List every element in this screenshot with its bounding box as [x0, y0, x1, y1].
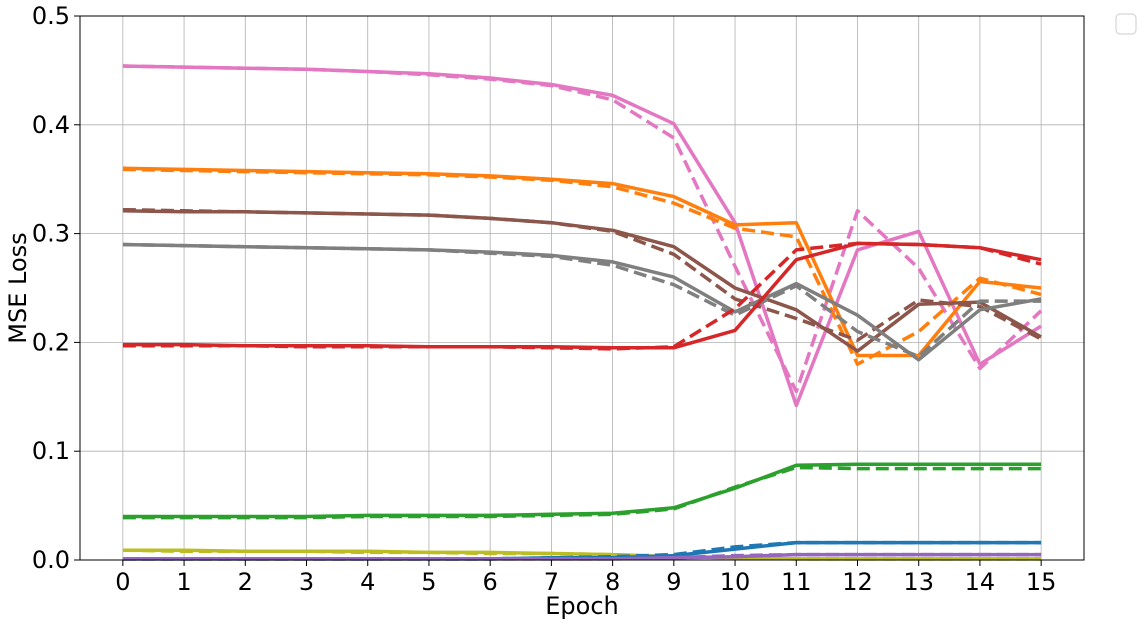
y-axis: 0.0 0.1 0.2 0.3 0.4 0.5 — [32, 2, 80, 574]
series-line-3 — [122, 167, 1042, 366]
series-line-1 — [122, 64, 1043, 394]
x-axis-label: Epoch — [545, 592, 619, 620]
x-tick-label: 13 — [903, 568, 934, 596]
x-tick-label: 6 — [483, 568, 498, 596]
series-line-11 — [122, 465, 1042, 520]
x-tick-label: 3 — [299, 568, 314, 596]
series-line-17 — [122, 552, 1042, 561]
series-line-5 — [122, 207, 1042, 342]
plot-background — [80, 16, 1084, 560]
x-tick-label: 5 — [421, 568, 436, 596]
x-tick-label: 7 — [544, 568, 559, 596]
x-tick-label: 8 — [605, 568, 620, 596]
x-tick-label: 15 — [1026, 568, 1057, 596]
x-tick-label: 0 — [115, 568, 130, 596]
y-tick-label: 0.0 — [32, 546, 70, 574]
y-axis-label: MSE Loss — [4, 232, 32, 343]
y-tick-label: 0.2 — [32, 328, 70, 356]
legend-box — [1115, 13, 1137, 35]
x-tick-label: 1 — [176, 568, 191, 596]
x-tick-label: 9 — [666, 568, 681, 596]
x-tick-label: 12 — [842, 568, 873, 596]
x-tick-label: 10 — [720, 568, 751, 596]
series-group — [122, 64, 1043, 561]
x-tick-label: 4 — [360, 568, 375, 596]
series-line-13 — [122, 548, 1042, 561]
x-axis: 0 1 2 3 4 5 6 7 8 9 10 11 12 13 14 15 — [115, 560, 1056, 596]
y-tick-label: 0.3 — [32, 220, 70, 248]
y-tick-label: 0.4 — [32, 111, 70, 139]
x-tick-label: 14 — [965, 568, 996, 596]
series-line-9 — [122, 241, 1042, 351]
x-tick-label: 11 — [781, 568, 812, 596]
x-tick-label: 2 — [238, 568, 253, 596]
y-tick-label: 0.5 — [32, 2, 70, 30]
plot-frame — [79, 15, 1085, 561]
series-line-7 — [122, 242, 1042, 359]
y-tick-label: 0.1 — [32, 437, 70, 465]
